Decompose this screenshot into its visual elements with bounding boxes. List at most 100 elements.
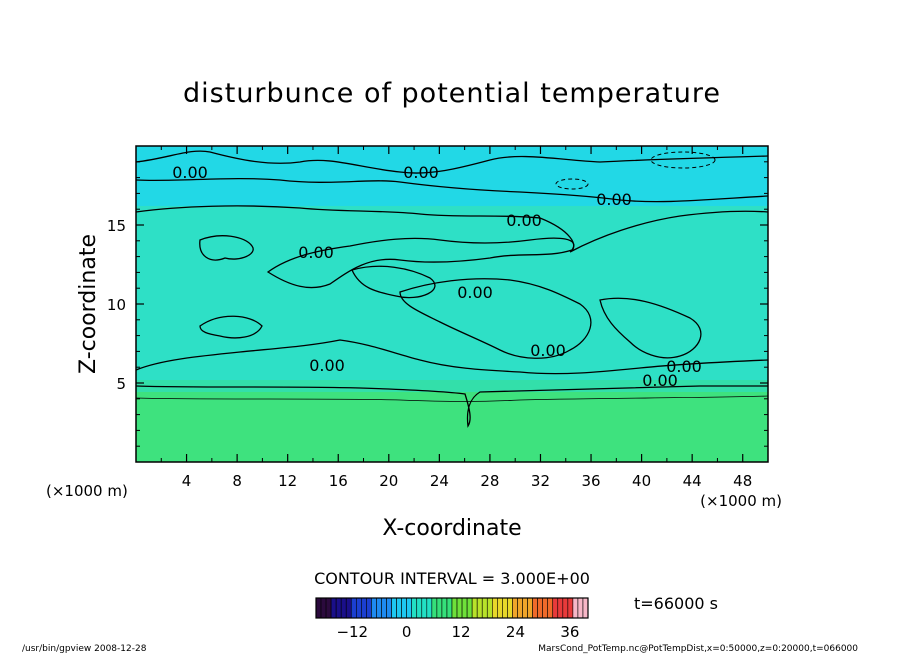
colorbar-cell: [552, 597, 559, 619]
colorbar-cell: [527, 597, 533, 619]
colorbar-cell: [381, 597, 387, 619]
colorbar-cell: [431, 597, 438, 619]
colorbar: −12 0 12 24 36: [315, 597, 589, 641]
contour-upper-2: [135, 177, 769, 203]
footer-source: MarsCond_PotTemp.nc@PotTempDist,x=0:5000…: [538, 644, 858, 654]
colorbar-cell: [416, 597, 423, 619]
colorbar-cell: [577, 597, 584, 619]
colorbar-cell: [461, 597, 468, 619]
colorbar-cell: [572, 597, 579, 619]
colorbar-cell: [486, 597, 493, 619]
contour-label: 0.00: [403, 163, 439, 182]
colorbar-cell: [371, 597, 377, 619]
colorbar-cell: [361, 597, 367, 619]
x-axis-label: X-coordinate: [382, 516, 521, 541]
colorbar-cell: [522, 597, 528, 619]
colorbar-cell: [355, 597, 362, 619]
contour-mid-1: [199, 235, 254, 261]
contour-neg-1: [650, 151, 716, 169]
contour-label: 0.00: [642, 371, 678, 390]
y-tick-label: 5: [116, 375, 126, 393]
colorbar-cell: [426, 597, 433, 619]
colorbar-cell: [451, 597, 458, 619]
colorbar-cell: [497, 597, 503, 619]
contour-lower: [135, 385, 768, 428]
contour-label: 0.00: [309, 356, 345, 375]
x-tick-label: 4: [182, 472, 192, 490]
colorbar-cell: [330, 597, 337, 619]
colorbar-cell: [401, 597, 407, 619]
chart-title: disturbunce of potential temperature: [183, 78, 721, 109]
x-tick-label: 32: [531, 472, 550, 490]
colorbar-cell: [325, 597, 332, 619]
contour-mid-6: [599, 297, 702, 359]
y-tick-label: 15: [107, 217, 126, 235]
contour-label: 0.00: [666, 357, 702, 376]
contour-mid-7: [135, 339, 769, 375]
region-upper: [136, 146, 768, 206]
colorbar-cell: [562, 597, 569, 619]
colorbar-cell: [537, 597, 543, 619]
x-tick-label: 20: [379, 472, 398, 490]
colorbar-cell: [335, 597, 342, 619]
colorbar-cell: [532, 597, 538, 619]
colorbar-cell: [466, 597, 473, 619]
x-tick-label: 28: [480, 472, 499, 490]
colorbar-cell: [366, 597, 372, 619]
colorbar-cell: [502, 597, 508, 619]
contour-neg-2: [555, 178, 589, 190]
contour-label: 0.00: [457, 283, 493, 302]
colorbar-cell: [391, 597, 397, 619]
colorbar-tick-label: 36: [560, 623, 579, 641]
x-tick-label: 48: [733, 472, 752, 490]
y-axis-label: Z-coordinate: [76, 234, 101, 374]
contour-upper: [135, 150, 769, 174]
colorbar-cell: [340, 597, 347, 619]
colorbar-cell: [547, 597, 554, 619]
contour-interval-label: CONTOUR INTERVAL = 3.000E+00: [314, 569, 590, 588]
colorbar-cell: [406, 597, 413, 619]
x-tick-label: 8: [232, 472, 242, 490]
y-tick-label: 10: [107, 296, 126, 314]
contour-mid-3: [351, 265, 436, 299]
contour-label: 0.00: [298, 243, 334, 262]
contour-label: 0.00: [506, 211, 542, 230]
colorbar-cell: [582, 597, 589, 619]
y-axis: 5 10 15: [107, 161, 768, 447]
x-unit-right: (×1000 m): [700, 492, 782, 510]
colorbar-cell: [411, 597, 418, 619]
contour-label: 0.00: [172, 163, 208, 182]
x-tick-label: 16: [329, 472, 348, 490]
colorbar-cell: [421, 597, 428, 619]
colorbar-cell: [507, 597, 513, 619]
x-unit-left: (×1000 m): [46, 482, 128, 500]
colorbar-tick-label: 0: [402, 623, 412, 641]
colorbar-cell: [456, 597, 463, 619]
colorbar-cell: [396, 597, 402, 619]
colorbar-cell: [376, 597, 382, 619]
colorbar-cell: [517, 597, 523, 619]
colorbar-cell: [557, 597, 564, 619]
colorbar-cell: [471, 597, 478, 619]
colorbar-tick-label: 12: [452, 623, 471, 641]
colorbar-cell: [481, 597, 488, 619]
x-tick-label: 12: [278, 472, 297, 490]
contour-mid-4: [399, 278, 592, 359]
colorbar-cell: [386, 597, 392, 619]
x-tick-label: 36: [581, 472, 600, 490]
colorbar-cell: [350, 597, 357, 619]
colorbar-cell: [320, 597, 327, 619]
time-label: t=66000 s: [634, 594, 718, 613]
colorbar-cell: [491, 597, 498, 619]
x-tick-label: 44: [683, 472, 702, 490]
colorbar-cell: [436, 597, 443, 619]
contour-lower-thin: [135, 395, 769, 402]
colorbar-cell: [315, 597, 322, 619]
contour-mid-2: [266, 237, 575, 289]
colorbar-cell: [476, 597, 483, 619]
colorbar-cell: [345, 597, 352, 619]
colorbar-tick-label: −12: [336, 623, 368, 641]
colorbar-cell: [567, 597, 574, 619]
colorbar-cell: [512, 597, 518, 619]
